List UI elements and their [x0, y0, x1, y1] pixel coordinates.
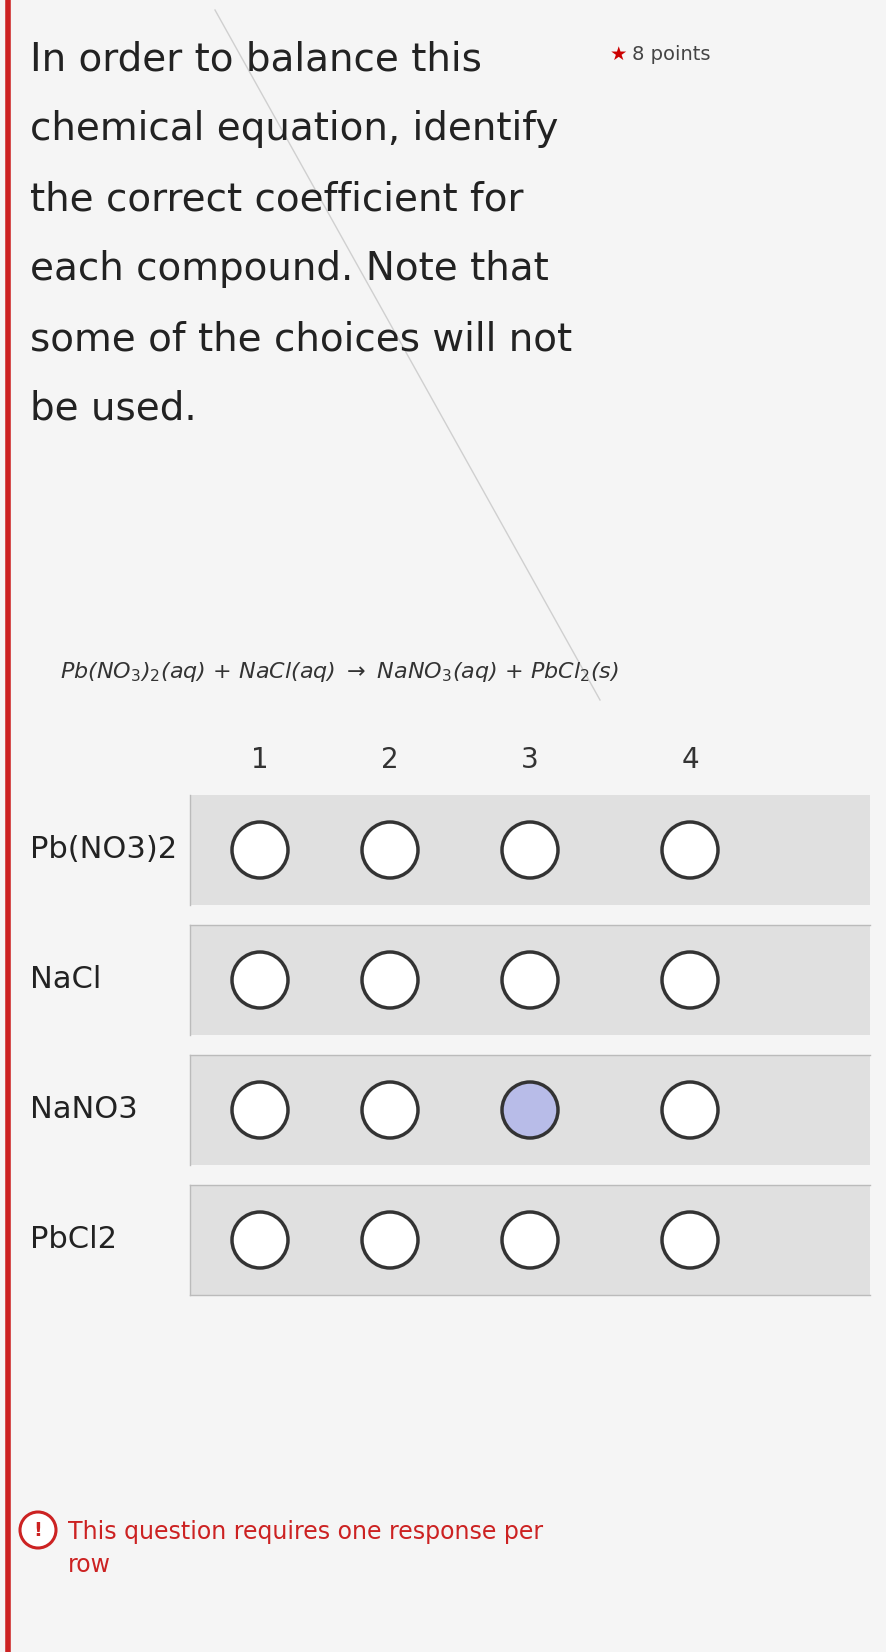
- Bar: [190, 1184, 869, 1295]
- Text: Pb(NO3)2: Pb(NO3)2: [30, 836, 177, 864]
- Text: This question requires one response per
row: This question requires one response per …: [68, 1520, 542, 1578]
- Text: some of the choices will not: some of the choices will not: [30, 320, 571, 358]
- Text: !: !: [34, 1520, 43, 1540]
- Circle shape: [661, 1213, 717, 1269]
- Circle shape: [661, 952, 717, 1008]
- Circle shape: [501, 1082, 557, 1138]
- Text: NaCl: NaCl: [30, 965, 101, 995]
- Circle shape: [501, 952, 557, 1008]
- Circle shape: [361, 1213, 417, 1269]
- Circle shape: [661, 1082, 717, 1138]
- Circle shape: [232, 823, 288, 877]
- Text: chemical equation, identify: chemical equation, identify: [30, 111, 558, 149]
- Circle shape: [232, 1082, 288, 1138]
- Bar: [190, 925, 869, 1036]
- Text: be used.: be used.: [30, 390, 197, 428]
- Circle shape: [232, 952, 288, 1008]
- Bar: [190, 1056, 869, 1165]
- Bar: [190, 795, 869, 905]
- Circle shape: [501, 823, 557, 877]
- Text: In order to balance this: In order to balance this: [30, 40, 481, 78]
- Text: the correct coefficient for: the correct coefficient for: [30, 180, 523, 218]
- Circle shape: [232, 1213, 288, 1269]
- Circle shape: [361, 1082, 417, 1138]
- Circle shape: [20, 1512, 56, 1548]
- Circle shape: [661, 823, 717, 877]
- Circle shape: [361, 952, 417, 1008]
- Text: Pb(NO$_3$)$_2$(aq) + NaCl(aq) $\rightarrow$ NaNO$_3$(aq) + PbCl$_2$(s): Pb(NO$_3$)$_2$(aq) + NaCl(aq) $\rightarr…: [60, 661, 618, 684]
- Text: 3: 3: [521, 747, 539, 775]
- Text: each compound. Note that: each compound. Note that: [30, 249, 548, 287]
- Circle shape: [501, 1213, 557, 1269]
- Text: PbCl2: PbCl2: [30, 1226, 117, 1254]
- Text: 1: 1: [251, 747, 268, 775]
- Text: 2: 2: [381, 747, 399, 775]
- Text: 4: 4: [680, 747, 698, 775]
- Circle shape: [361, 823, 417, 877]
- Text: NaNO3: NaNO3: [30, 1095, 137, 1125]
- Text: ★: ★: [610, 45, 626, 64]
- Text: 8 points: 8 points: [632, 45, 710, 64]
